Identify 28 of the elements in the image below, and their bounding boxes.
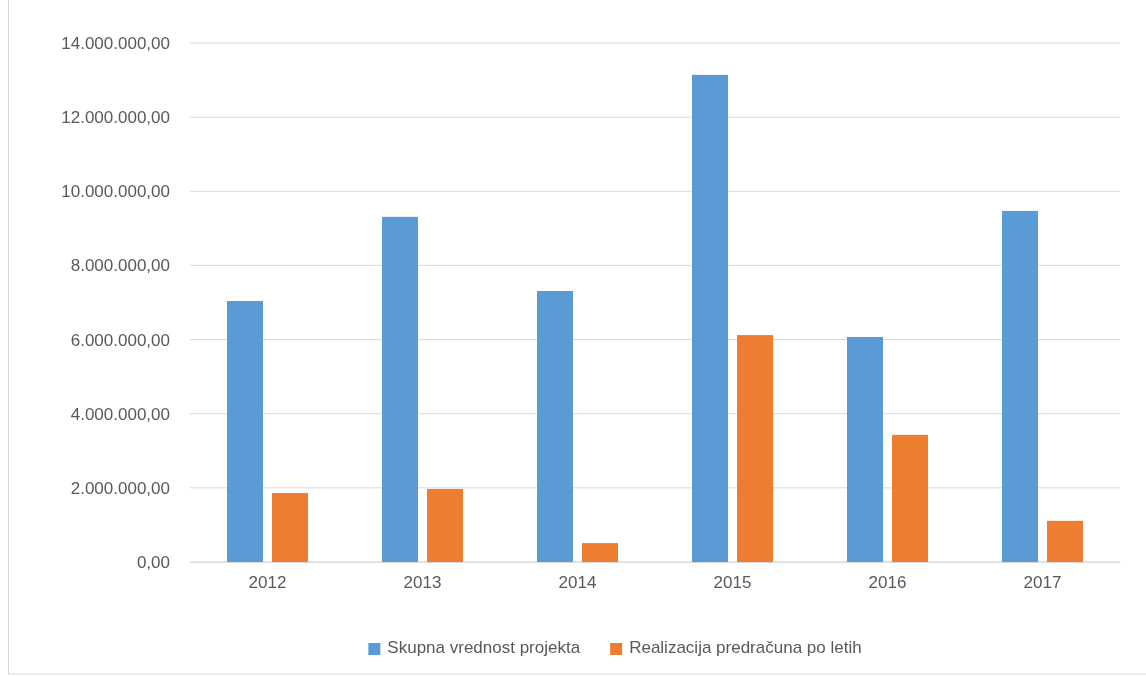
x-tick-label: 2016 [868, 573, 907, 593]
y-tick-label: 6.000.000,00 [70, 330, 170, 350]
bar [382, 216, 418, 562]
legend-label: Realizacija predračuna po letih [629, 638, 862, 657]
y-tick-label: 8.000.000,00 [70, 256, 170, 276]
bar [537, 291, 573, 562]
x-tick-label: 2012 [248, 573, 287, 593]
bar [427, 488, 463, 562]
y-tick-label: 4.000.000,00 [70, 404, 170, 424]
x-tick-label: 2017 [1023, 573, 1062, 593]
bar [692, 74, 728, 562]
y-tick-label: 14.000.000,00 [61, 33, 170, 53]
bar [272, 493, 308, 562]
x-tick-label: 2014 [558, 573, 597, 593]
x-tick-label: 2013 [403, 573, 442, 593]
bar [1002, 210, 1038, 562]
bar [1047, 520, 1083, 562]
y-tick-label: 12.000.000,00 [61, 108, 170, 128]
legend-label: Skupna vrednost projekta [387, 638, 581, 657]
bar [892, 434, 928, 562]
y-tick-label: 0,00 [136, 552, 170, 572]
y-tick-label: 2.000.000,00 [70, 478, 170, 498]
y-tick-label: 10.000.000,00 [61, 182, 170, 202]
bar [227, 301, 263, 562]
x-tick-label: 2015 [713, 573, 752, 593]
bar [737, 335, 773, 562]
bar [582, 543, 618, 562]
bar [847, 336, 883, 562]
